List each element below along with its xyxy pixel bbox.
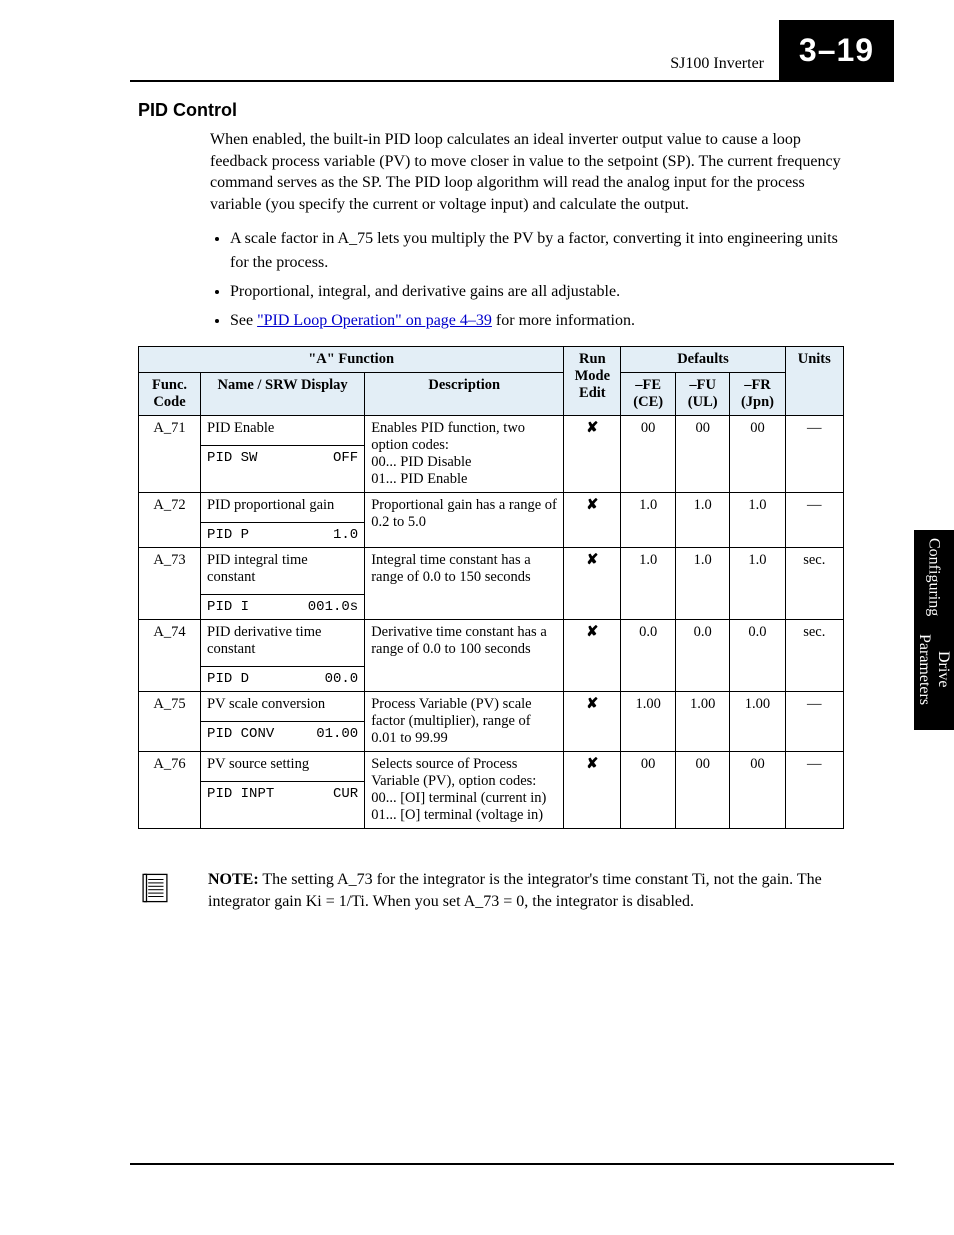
note-icon xyxy=(138,871,172,912)
cell-default-fe: 0.0 xyxy=(621,620,676,692)
cell-func-code: A_71 xyxy=(139,416,201,493)
cell-default-fu: 0.0 xyxy=(675,620,730,692)
bullet-item: A scale factor in A_75 lets you multiply… xyxy=(230,227,844,273)
table-row: A_74PID derivative time constantPID D00.… xyxy=(139,620,844,692)
cell-name: PV source settingPID INPTCUR xyxy=(201,752,365,829)
note-label: NOTE: xyxy=(208,871,259,888)
table-row: A_73PID integral time constantPID I001.0… xyxy=(139,548,844,620)
cell-description: Integral time constant has a range of 0.… xyxy=(365,548,564,620)
cell-default-fu: 1.0 xyxy=(675,493,730,548)
side-tab-line2: Drive Parameters xyxy=(915,616,953,722)
pid-loop-link[interactable]: "PID Loop Operation" on page 4–39 xyxy=(257,312,492,329)
srw-display: PID P1.0 xyxy=(201,522,364,547)
header-rule xyxy=(130,80,894,82)
th-description: Description xyxy=(365,373,564,416)
th-run-mode: Run Mode Edit xyxy=(564,347,621,416)
bullet-item: See "PID Loop Operation" on page 4–39 fo… xyxy=(230,309,844,332)
cell-default-fe: 00 xyxy=(621,416,676,493)
cell-default-fe: 1.0 xyxy=(621,548,676,620)
page: SJ100 Inverter 3–19 Configuring Drive Pa… xyxy=(0,0,954,1235)
cell-run-mode: ✘ xyxy=(564,752,621,829)
cell-run-mode: ✘ xyxy=(564,493,621,548)
side-tab-line1: Configuring xyxy=(924,538,943,616)
srw-display: PID INPTCUR xyxy=(201,781,364,806)
intro-paragraph: When enabled, the built-in PID loop calc… xyxy=(210,129,844,215)
cell-description: Selects source of Process Variable (PV),… xyxy=(365,752,564,829)
table-row: A_75PV scale conversionPID CONV01.00Proc… xyxy=(139,692,844,752)
cell-units: — xyxy=(785,416,843,493)
srw-display: PID SWOFF xyxy=(201,445,364,470)
cell-default-fr: 1.0 xyxy=(730,548,785,620)
cell-name: PID EnablePID SWOFF xyxy=(201,416,365,493)
cell-run-mode: ✘ xyxy=(564,692,621,752)
content: PID Control When enabled, the built-in P… xyxy=(138,100,844,912)
srw-display: PID I001.0s xyxy=(201,594,364,619)
parameter-table: "A" Function Run Mode Edit Defaults Unit… xyxy=(138,346,844,829)
th-func-code: Func. Code xyxy=(139,373,201,416)
cell-run-mode: ✘ xyxy=(564,620,621,692)
srw-display: PID D00.0 xyxy=(201,666,364,691)
cell-description: Process Variable (PV) scale factor (mult… xyxy=(365,692,564,752)
note-body: The setting A_73 for the integrator is t… xyxy=(208,871,822,910)
cell-default-fr: 1.00 xyxy=(730,692,785,752)
cell-units: sec. xyxy=(785,620,843,692)
cell-name: PID integral time constantPID I001.0s xyxy=(201,548,365,620)
section-title: PID Control xyxy=(138,100,844,121)
cell-default-fr: 1.0 xyxy=(730,493,785,548)
cell-name: PID proportional gainPID P1.0 xyxy=(201,493,365,548)
cell-description: Enables PID function, two option codes: … xyxy=(365,416,564,493)
footer-rule xyxy=(130,1163,894,1165)
table-row: A_76PV source settingPID INPTCURSelects … xyxy=(139,752,844,829)
cell-description: Derivative time constant has a range of … xyxy=(365,620,564,692)
th-name: Name / SRW Display xyxy=(201,373,365,416)
cell-default-fu: 1.0 xyxy=(675,548,730,620)
th-fr: –FR (Jpn) xyxy=(730,373,785,416)
cell-run-mode: ✘ xyxy=(564,548,621,620)
cell-default-fu: 00 xyxy=(675,416,730,493)
th-a-function: "A" Function xyxy=(139,347,564,373)
cell-func-code: A_76 xyxy=(139,752,201,829)
cell-name: PID derivative time constantPID D00.0 xyxy=(201,620,365,692)
cell-func-code: A_73 xyxy=(139,548,201,620)
bullet-item: Proportional, integral, and derivative g… xyxy=(230,280,844,303)
cell-default-fe: 1.00 xyxy=(621,692,676,752)
note-text: NOTE: The setting A_73 for the integrato… xyxy=(208,869,844,912)
cell-units: — xyxy=(785,752,843,829)
cell-units: — xyxy=(785,493,843,548)
side-tab: Configuring Drive Parameters xyxy=(914,530,954,730)
bullet-list: A scale factor in A_75 lets you multiply… xyxy=(210,227,844,332)
bullet-link-suffix: for more information. xyxy=(492,312,635,329)
cell-func-code: A_75 xyxy=(139,692,201,752)
page-number: 3–19 xyxy=(779,20,894,80)
cell-run-mode: ✘ xyxy=(564,416,621,493)
cell-name: PV scale conversionPID CONV01.00 xyxy=(201,692,365,752)
cell-units: — xyxy=(785,692,843,752)
cell-default-fu: 1.00 xyxy=(675,692,730,752)
cell-default-fe: 00 xyxy=(621,752,676,829)
cell-default-fu: 00 xyxy=(675,752,730,829)
cell-default-fr: 00 xyxy=(730,752,785,829)
table-row: A_72PID proportional gainPID P1.0Proport… xyxy=(139,493,844,548)
th-defaults: Defaults xyxy=(621,347,785,373)
srw-display: PID CONV01.00 xyxy=(201,721,364,746)
cell-units: sec. xyxy=(785,548,843,620)
cell-description: Proportional gain has a range of 0.2 to … xyxy=(365,493,564,548)
cell-default-fr: 00 xyxy=(730,416,785,493)
th-fe: –FE (CE) xyxy=(621,373,676,416)
cell-func-code: A_72 xyxy=(139,493,201,548)
cell-default-fr: 0.0 xyxy=(730,620,785,692)
th-fu: –FU (UL) xyxy=(675,373,730,416)
bullet-link-prefix: See xyxy=(230,312,257,329)
cell-default-fe: 1.0 xyxy=(621,493,676,548)
cell-func-code: A_74 xyxy=(139,620,201,692)
header-product: SJ100 Inverter xyxy=(670,55,764,73)
note-block: NOTE: The setting A_73 for the integrato… xyxy=(138,869,844,912)
table-row: A_71PID EnablePID SWOFFEnables PID funct… xyxy=(139,416,844,493)
th-units: Units xyxy=(785,347,843,416)
